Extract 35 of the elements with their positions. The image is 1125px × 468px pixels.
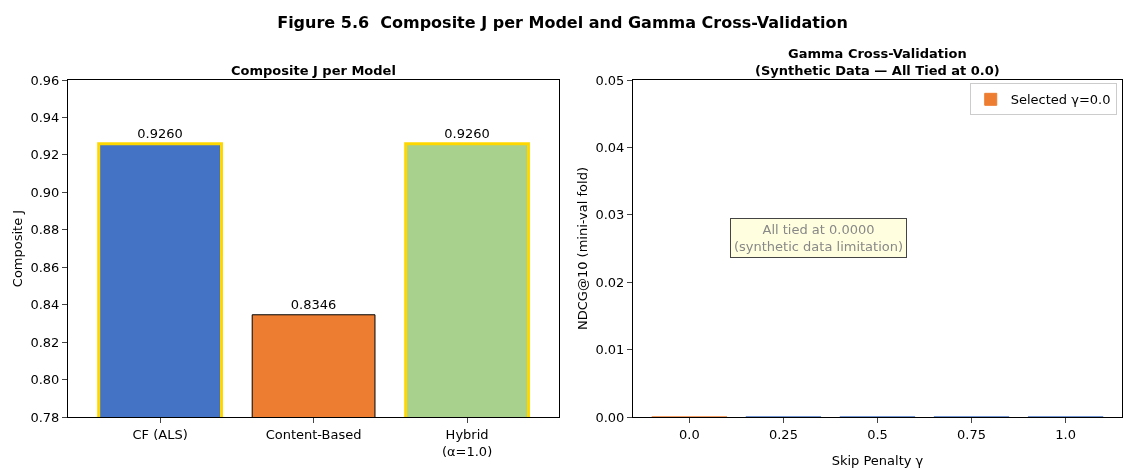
chart-subtitle: Figure 5.6 Composite J per Model and Gamma Cross-Validation <box>277 12 848 32</box>
x-tick-label: 1.0 <box>1055 426 1076 442</box>
data-label: 0.9260 <box>137 125 183 141</box>
y-tick-label: 0.92 <box>30 147 60 163</box>
y-tick-label: 0.88 <box>30 222 60 238</box>
x-tick-label: Content-Based <box>265 426 362 442</box>
x-tick-label: Hybrid (α=1.0) <box>441 426 493 459</box>
data-label: 0.8346 <box>290 296 337 312</box>
y-tick-label: 0.90 <box>30 184 60 200</box>
data-label: 0.9260 <box>444 125 490 141</box>
y-tick-label: 0.00 <box>595 409 625 425</box>
x-tick-label: 0.0 <box>679 426 700 442</box>
x-axis-title: Skip Penalty γ <box>831 453 924 468</box>
y-tick-label: 0.94 <box>30 109 60 125</box>
y-tick-label: 0.04 <box>595 139 625 155</box>
x-tick-label: 0.5 <box>867 426 888 442</box>
y-axis-title: NDCG@10 (mini-val fold) <box>575 167 591 330</box>
y-tick-label: 0.05 <box>595 72 625 88</box>
y-tick-label: 0.96 <box>30 72 60 88</box>
chart-title: Gamma Cross-Validation (Synthetic Data — All Tied at 0.0) <box>755 46 1000 78</box>
y-tick-label: 0.03 <box>595 207 625 223</box>
y-tick-label: 0.80 <box>30 372 60 388</box>
y-tick-label: 0.01 <box>595 342 625 358</box>
x-tick-label: 0.25 <box>768 426 798 442</box>
y-tick-label: 0.82 <box>30 334 60 350</box>
legend-label: Selected γ=0.0 <box>1010 92 1111 108</box>
y-axis-title: Composite J <box>10 209 26 288</box>
annotation: All tied at 0.0000 (synthetic data limitation) <box>734 222 904 254</box>
y-tick-label: 0.02 <box>595 274 625 290</box>
y-tick-label: 0.84 <box>30 297 60 313</box>
y-tick-label: 0.78 <box>30 409 60 425</box>
x-tick-label: CF (ALS) <box>132 426 188 442</box>
chart-title: Composite J per Model <box>231 63 396 78</box>
x-tick-label: 0.75 <box>957 426 986 442</box>
y-tick-label: 0.86 <box>30 259 60 275</box>
